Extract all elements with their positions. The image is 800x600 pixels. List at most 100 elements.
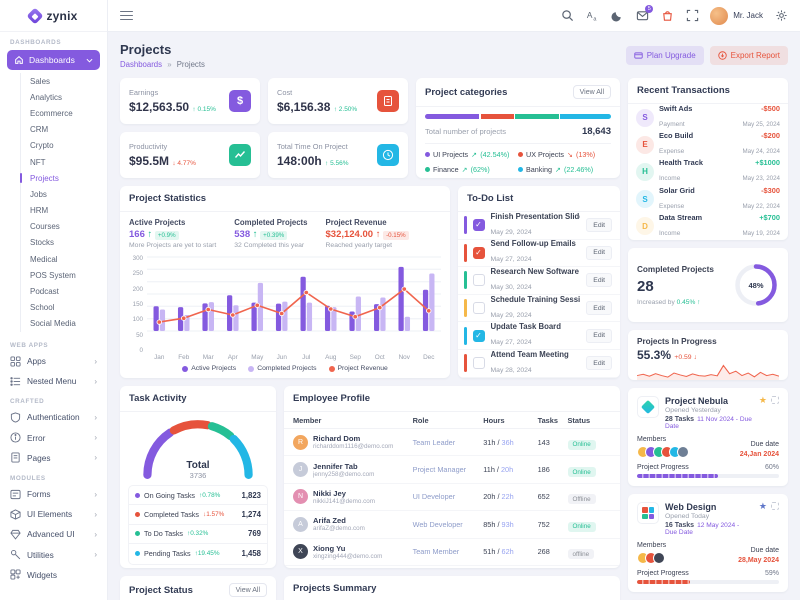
sidebar-item-hrm[interactable]: HRM bbox=[30, 206, 49, 216]
sidebar-item-projects[interactable]: Projects bbox=[19, 170, 107, 186]
project-due-note: 12 May 2024 - Due Date bbox=[665, 522, 740, 536]
todo-edit-button[interactable]: Edit bbox=[586, 356, 612, 371]
todo-checkbox[interactable]: ✓ bbox=[472, 329, 485, 342]
sidebar-item-school[interactable]: School bbox=[30, 303, 55, 313]
shopping-bag-icon[interactable] bbox=[660, 9, 674, 23]
category-bar-banking bbox=[560, 114, 611, 119]
sidebar-item-analytics[interactable]: Analytics bbox=[30, 92, 63, 102]
y-tick: 0 bbox=[139, 346, 143, 354]
sidebar-item-crypto[interactable]: Crypto bbox=[30, 141, 54, 151]
sidebar-item-apps[interactable]: Apps › bbox=[0, 351, 107, 371]
employee-row-jennifer-tab[interactable]: J Jennifer Tab jenny258@demo.com Project … bbox=[284, 456, 620, 484]
project-status-view-all-button[interactable]: View All bbox=[228, 583, 267, 597]
category-legend-finance: Finance ↗ (62%) bbox=[425, 165, 518, 174]
sidebar-item-stocks[interactable]: Stocks bbox=[30, 238, 55, 248]
transaction-row-swift-ads[interactable]: S Swift Ads Payment -$500 May 25, 2024 bbox=[636, 104, 780, 131]
search-icon[interactable] bbox=[560, 9, 574, 23]
sidebar-item-dashboards[interactable]: Dashboards bbox=[7, 50, 100, 70]
mail-badge: 5 bbox=[645, 4, 654, 13]
todo-edit-button[interactable]: Edit bbox=[586, 273, 612, 288]
stat-card-earnings: Earnings $12,563.50 ↑ 0.15% $ bbox=[120, 78, 260, 124]
chart-icon bbox=[229, 144, 251, 166]
transaction-row-eco-build[interactable]: E Eco Build Expense -$200 May 24, 2024 bbox=[636, 131, 780, 158]
sidebar-item-crm[interactable]: CRM bbox=[30, 125, 49, 135]
sidebar-item-pos-system[interactable]: POS System bbox=[30, 270, 76, 280]
sidebar-item-nested-menu[interactable]: Nested Menu › bbox=[0, 371, 107, 391]
sidebar-item-ecommerce[interactable]: Ecommerce bbox=[30, 108, 73, 118]
apps-icon bbox=[10, 356, 21, 367]
employee-row-richard-dom[interactable]: R Richard Dom richarddom1116@demo.com Tea… bbox=[284, 429, 620, 457]
dark-mode-moon-icon[interactable] bbox=[610, 9, 624, 23]
status-badge: Online bbox=[567, 467, 596, 478]
user-menu[interactable]: Mr. Jack bbox=[710, 6, 763, 25]
web-design-card: Web Design Opened Today 16 Tasks 12 May 2… bbox=[628, 494, 788, 592]
sidebar-item-advanced-ui[interactable]: Advanced UI › bbox=[0, 524, 107, 544]
todo-checkbox[interactable] bbox=[472, 302, 485, 315]
fullscreen-icon[interactable] bbox=[685, 9, 699, 23]
employee-table-header: Member Role Hours Tasks Status bbox=[284, 412, 620, 429]
sidebar-item-social-media[interactable]: Social Media bbox=[30, 319, 76, 329]
todo-checkbox[interactable]: ✓ bbox=[472, 219, 485, 232]
star-icon[interactable]: ★ bbox=[758, 395, 767, 405]
gear-icon[interactable] bbox=[774, 9, 788, 23]
brand-logo[interactable]: zynix bbox=[0, 0, 107, 32]
transaction-avatar: E bbox=[636, 135, 654, 154]
transaction-row-solar-grid[interactable]: S Solar Grid Expense -$300 May 22, 2024 bbox=[636, 186, 780, 213]
todo-list-card: To-Do List ✓ Finish Presentation Slides M… bbox=[458, 186, 620, 378]
status-badge: Online bbox=[567, 439, 596, 450]
transaction-row-health-track[interactable]: H Health Track Income +$1000 May 23, 2024 bbox=[636, 158, 780, 185]
todo-accent-bar bbox=[464, 299, 467, 318]
chevron-right-icon: › bbox=[94, 489, 97, 499]
todo-edit-button[interactable]: Edit bbox=[586, 301, 612, 316]
sidebar-item-utilities[interactable]: Utilities › bbox=[0, 545, 107, 565]
star-icon[interactable]: ★ bbox=[758, 501, 767, 511]
sidebar-item-medical[interactable]: Medical bbox=[30, 254, 58, 264]
employee-row-nikki-jey[interactable]: N Nikki Jey nikkiJ141@demo.com UI Develop… bbox=[284, 484, 620, 512]
todo-checkbox[interactable] bbox=[472, 274, 485, 287]
sidebar-item-widgets[interactable]: Widgets bbox=[0, 565, 107, 585]
employee-row-xiong-yu[interactable]: X Xiong Yu xingzing444@demo.com Team Memb… bbox=[284, 539, 620, 566]
sidebar-item-sales[interactable]: Sales bbox=[30, 76, 51, 86]
sidebar-item-jobs[interactable]: Jobs bbox=[30, 189, 47, 199]
category-bar-ux-projects bbox=[480, 114, 514, 119]
employee-row-arifa-zed[interactable]: A Arifa Zed arifaZ@demo.com Web Developer… bbox=[284, 511, 620, 539]
user-name: Mr. Jack bbox=[733, 11, 763, 20]
todo-edit-button[interactable]: Edit bbox=[586, 218, 612, 233]
home-icon bbox=[15, 56, 23, 64]
todo-edit-button[interactable]: Edit bbox=[586, 245, 612, 260]
task-activity-list: On Going Tasks ↑0.78% 1,823 Completed Ta… bbox=[128, 485, 268, 565]
avatar: R bbox=[293, 434, 308, 450]
project-opened: Opened Yesterday bbox=[665, 407, 721, 414]
drag-handle-icon[interactable] bbox=[771, 502, 779, 510]
sidebar-item-podcast[interactable]: Podcast bbox=[30, 287, 59, 297]
sidebar-item-forms[interactable]: Forms › bbox=[0, 484, 107, 504]
hamburger-menu-icon[interactable] bbox=[120, 10, 133, 21]
categories-view-all-button[interactable]: View All bbox=[572, 85, 611, 99]
sidebar-item-ui-elements[interactable]: UI Elements › bbox=[0, 504, 107, 524]
sidebar-item-authentication[interactable]: Authentication › bbox=[0, 407, 107, 427]
breadcrumb-dashboards[interactable]: Dashboards bbox=[120, 59, 163, 69]
sidebar-item-nft[interactable]: NFT bbox=[30, 157, 46, 167]
transaction-row-data-stream[interactable]: D Data Stream Income +$700 May 19, 2024 bbox=[636, 213, 780, 240]
advanced-ui-icon bbox=[10, 529, 21, 540]
todo-checkbox[interactable] bbox=[472, 357, 485, 370]
sidebar-item-courses[interactable]: Courses bbox=[30, 222, 60, 232]
todo-checkbox[interactable]: ✓ bbox=[472, 246, 485, 259]
x-tick-jan: Jan bbox=[154, 354, 165, 361]
todo-edit-button[interactable]: Edit bbox=[586, 328, 612, 343]
plan-upgrade-button[interactable]: Plan Upgrade bbox=[625, 45, 704, 65]
project-name: Web Design bbox=[665, 502, 717, 512]
export-report-button[interactable]: Export Report bbox=[709, 45, 788, 65]
legend-dot bbox=[425, 167, 430, 172]
column-tasks: Tasks bbox=[537, 415, 559, 425]
mail-icon[interactable]: 5 bbox=[635, 4, 654, 23]
todo-item-send-follow-up-emails: ✓ Send Follow-up Emails May 27, 2024 Edit bbox=[458, 239, 620, 268]
card-title: Task Activity bbox=[129, 393, 187, 404]
sidebar-item-error[interactable]: Error › bbox=[0, 428, 107, 448]
page-title: Projects bbox=[120, 41, 172, 57]
drag-handle-icon[interactable] bbox=[771, 396, 779, 404]
legend-dot bbox=[135, 512, 140, 518]
sidebar-item-pages[interactable]: Pages › bbox=[0, 448, 107, 468]
column-member: Member bbox=[293, 415, 322, 425]
